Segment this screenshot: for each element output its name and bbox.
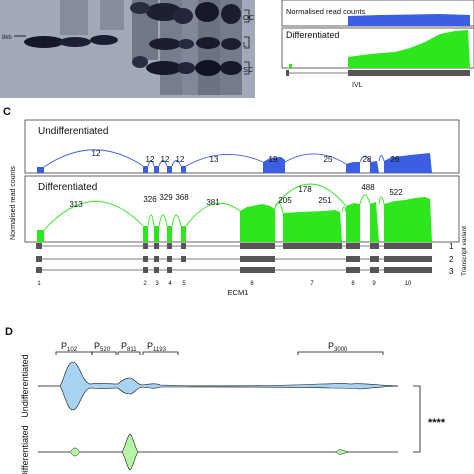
panel-d-row-label-undiff: Undifferentiated [20, 354, 30, 417]
panel-c-letter: C [3, 106, 11, 118]
diff-junction-label: 178 [298, 185, 312, 194]
undiff-junction-label: 12 [146, 155, 155, 164]
panel-d-axis [38, 385, 42, 453]
violin-undifferentiated [42, 361, 399, 411]
variant-number: 2 [449, 255, 454, 264]
panel-c-undiff-coverage [37, 153, 432, 173]
exon-number: 10 [405, 281, 412, 287]
panel-c-diff-junction-labels: 313 326 329 368 381 205 178 251 488 522 [69, 183, 403, 209]
panel-c-undiff-label: Undifferentiated [38, 126, 108, 137]
violin-differentiated [42, 433, 398, 471]
diff-junction-label: 329 [159, 193, 173, 202]
panel-c-gene-name: ECM1 [228, 288, 249, 297]
significance-bracket [413, 385, 421, 453]
exon-number: 3 [155, 281, 159, 287]
promoter-label-p3000: P3000 [328, 341, 348, 353]
promoter-brackets [55, 351, 384, 355]
exon-number: 7 [310, 281, 314, 287]
panel-c-gene-models [36, 243, 432, 273]
diff-junction-label: 205 [278, 196, 292, 205]
exon-number: 2 [143, 281, 147, 287]
undiff-junction-label: 19 [269, 155, 278, 164]
ivl-undiff-ylabel: Normalised read counts [286, 7, 365, 16]
diff-junction-label: 522 [389, 188, 403, 197]
panel-c-variant-label: Transcript variant [461, 226, 468, 276]
exon-number: 1 [37, 281, 41, 287]
panel-c-diff-label: Differentiated [38, 182, 97, 193]
exon-number: 9 [372, 281, 376, 287]
exon-number: 6 [250, 281, 254, 287]
ivl-tracks [281, 0, 474, 76]
exon-number: 8 [351, 281, 355, 287]
panel-c-variant-numbers: 1 2 3 [449, 242, 454, 276]
diff-junction-label: 251 [318, 196, 332, 205]
diff-junction-label: 488 [361, 183, 375, 192]
ivl-diff-label: Differentiated [286, 30, 339, 40]
panel-c-exon-numbers: 1 2 3 4 5 6 7 8 9 10 [37, 281, 412, 287]
diff-junction-label: 381 [206, 198, 220, 207]
undiff-junction-label: 25 [324, 155, 333, 164]
diff-junction-label: 313 [69, 200, 83, 209]
ivl-gene-name: IVL [352, 82, 363, 89]
panel-c-undiff-arcs [43, 149, 385, 168]
blot-size-marker: 8kb [2, 35, 12, 41]
undiff-junction-label: 28 [363, 155, 372, 164]
undiff-junction-label: 26 [391, 155, 400, 164]
undiff-junction-label: 13 [210, 155, 219, 164]
promoter-label-p811: P811 [121, 341, 137, 353]
exon-number: 5 [182, 281, 186, 287]
diff-junction-label: 368 [175, 193, 189, 202]
exon-number: 4 [168, 281, 172, 287]
undiff-junction-label: 12 [161, 155, 170, 164]
panel-c-ylabel: Normalised read counts [10, 166, 17, 240]
significance-label: **** [428, 417, 446, 429]
diff-junction-label: 326 [143, 195, 157, 204]
northern-blot: 8kb [0, 0, 255, 98]
variant-number: 3 [449, 267, 454, 276]
promoter-label-p102: P102 [61, 341, 78, 353]
blot-band-label-oc: OC [243, 13, 255, 22]
blot-band-label-l: L [243, 40, 247, 49]
panel-d-letter: D [5, 326, 13, 338]
blot-band-label-sc: SC [243, 65, 254, 74]
panel-c-diff-coverage [37, 197, 432, 242]
panel-d-row-label-diff: Differentiated [20, 425, 30, 474]
variant-number: 1 [449, 242, 454, 251]
panel-c-undiff-junction-labels: 12 12 12 12 13 19 25 28 26 [92, 149, 400, 164]
promoter-label-p520: P520 [94, 341, 111, 353]
promoter-label-p1193: P1193 [147, 341, 167, 353]
undiff-junction-label: 12 [92, 149, 101, 158]
panel-c-diff-arcs [43, 183, 385, 231]
undiff-junction-label: 12 [176, 155, 185, 164]
promoter-labels: P102 P520 P811 P1193 P3000 [61, 341, 348, 353]
